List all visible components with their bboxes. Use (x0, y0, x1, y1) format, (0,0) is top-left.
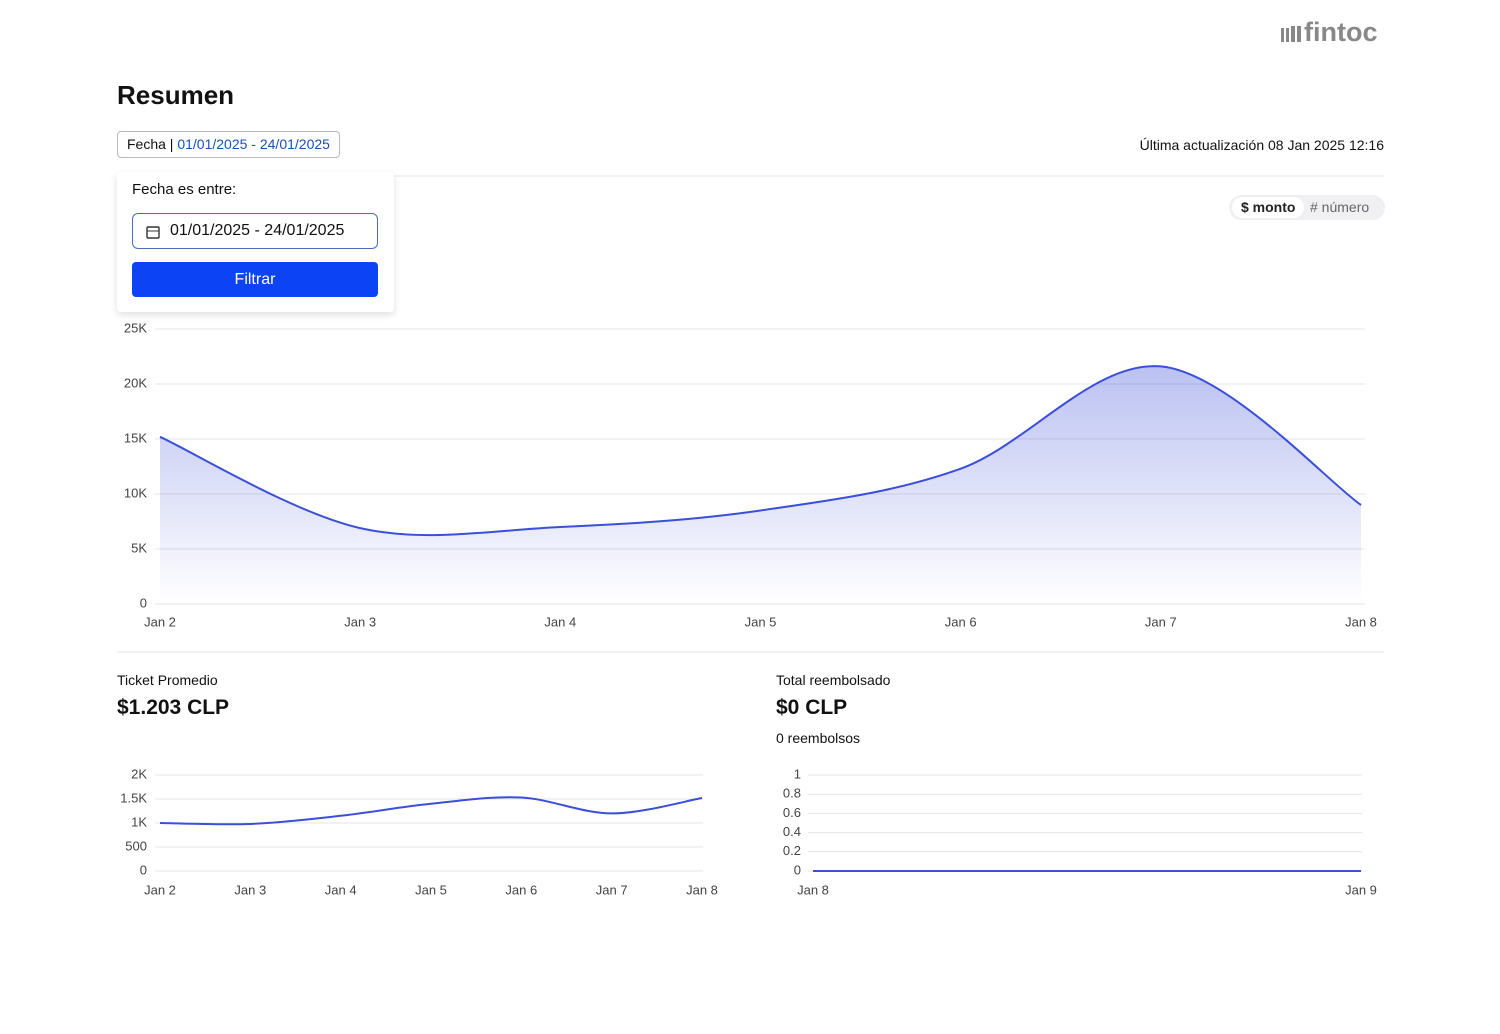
card-title: Ticket Promedio (117, 672, 218, 688)
x-tick-label: Jan 5 (415, 882, 447, 897)
y-tick-label: 0 (140, 595, 147, 610)
toggle: $ monto # número (1229, 195, 1385, 220)
filter-popover: Fecha es entre: 01/01/2025 - 24/01/2025 … (117, 172, 394, 312)
x-tick-label: Jan 5 (745, 614, 777, 629)
y-tick-label: 0.4 (783, 824, 801, 839)
last-update: Última actualización 08 Jan 2025 12:16 (1139, 137, 1384, 153)
card-value: $1.203 CLP (117, 696, 230, 719)
y-tick-label: 5K (131, 540, 147, 555)
x-tick-label: Jan 7 (1145, 614, 1177, 629)
x-tick-label: Jan 8 (686, 882, 718, 897)
x-tick-label: Jan 2 (144, 882, 176, 897)
filter-chip[interactable]: Fecha | 01/01/2025 - 24/01/2025 (117, 131, 340, 158)
x-tick-label: Jan 3 (344, 614, 376, 629)
logo: fintoc (1304, 17, 1378, 47)
y-tick-label: 0 (140, 862, 147, 877)
card-title: Total reembolsado (776, 672, 891, 688)
x-tick-label: Jan 3 (234, 882, 266, 897)
x-tick-label: Jan 2 (144, 614, 176, 629)
popover-label: Fecha es entre: (132, 181, 237, 198)
area (160, 366, 1361, 604)
y-tick-label: 0.2 (783, 843, 801, 858)
card-value: $0 CLP (776, 696, 848, 719)
line (159, 365, 1362, 537)
date-input[interactable]: 01/01/2025 - 24/01/2025 (132, 213, 378, 249)
x-tick-label: Jan 4 (544, 614, 576, 629)
calendar-icon (146, 226, 160, 239)
logo-icon (1281, 26, 1301, 42)
page-title: Resumen (117, 80, 235, 110)
y-tick-label: 0.6 (783, 805, 801, 820)
date-input-text: 01/01/2025 - 24/01/2025 (170, 222, 345, 239)
x-tick-label: Jan 7 (596, 882, 628, 897)
y-tick-label: 1.5K (120, 790, 147, 805)
y-tick-label: 1K (131, 814, 147, 829)
x-tick-label: Jan 4 (325, 882, 357, 897)
x-tick-label: Jan 8 (797, 882, 829, 897)
y-tick-label: 0 (794, 862, 801, 877)
x-tick-label: Jan 6 (505, 882, 537, 897)
y-tick-label: 25K (124, 320, 147, 335)
x-tick-label: Jan 8 (1345, 614, 1377, 629)
toggle-option[interactable]: # número (1310, 199, 1370, 215)
filter-button[interactable]: Filtrar (132, 262, 378, 297)
y-tick-label: 20K (124, 375, 147, 390)
y-tick-label: 500 (125, 838, 147, 853)
y-tick-label: 0.8 (783, 786, 801, 801)
card-subtitle: 0 reembolsos (776, 730, 861, 746)
filter-range: 01/01/2025 - 24/01/2025 (177, 136, 330, 152)
y-tick-label: 2K (131, 766, 147, 781)
y-tick-label: 15K (124, 430, 147, 445)
x-tick-label: Jan 9 (1345, 882, 1377, 897)
line (159, 796, 703, 826)
filter-label: Fecha (127, 136, 166, 152)
toggle-option[interactable]: $ monto (1232, 197, 1305, 218)
y-tick-label: 10K (124, 485, 147, 500)
y-tick-label: 1 (794, 766, 801, 781)
x-tick-label: Jan 6 (945, 614, 977, 629)
